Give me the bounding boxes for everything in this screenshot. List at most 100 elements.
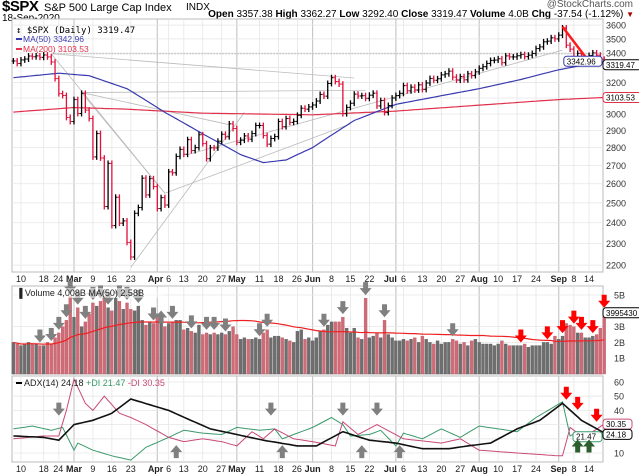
price-bar [117, 194, 122, 227]
volume-bar [345, 328, 349, 375]
price-bar [431, 75, 436, 84]
volume-bar [530, 345, 534, 375]
x-tick-label-bottom: 18 [273, 464, 283, 474]
price-bar [72, 96, 76, 125]
price-bar [367, 92, 372, 102]
volume-bar [231, 326, 235, 375]
volume-bar [447, 342, 451, 375]
price-bar [439, 71, 444, 82]
volume-bar [49, 343, 53, 375]
x-tick-label-bottom: Sep [550, 464, 567, 474]
price-bar [360, 92, 364, 99]
price-bar [450, 68, 455, 81]
x-tick-label-bottom: 26 [292, 464, 302, 474]
trendline [81, 92, 230, 126]
last-value-ma200: 3103.53 [606, 93, 635, 102]
volume-bar [485, 343, 489, 375]
gray-arrow-down-icon [200, 316, 213, 330]
price-bar [208, 144, 213, 162]
gray-arrow-down-icon-shape [60, 304, 73, 318]
volume-bar [598, 328, 603, 375]
price-bar [537, 43, 542, 52]
gray-arrow-up-icon-shape [276, 445, 289, 459]
volume-bar [140, 320, 144, 375]
price-bar [269, 135, 273, 148]
red-arrow-down-icon [598, 294, 611, 308]
price-bar [185, 136, 190, 158]
gray-arrow-down-icon [253, 323, 266, 337]
gray-arrow-down-icon-shape [317, 313, 330, 327]
volume-bar [363, 298, 368, 375]
x-tick-label-top: Mar [66, 274, 83, 284]
price-bar [272, 133, 277, 142]
price-bar [545, 38, 550, 45]
gray-arrow-up-icon [355, 445, 368, 459]
gray-arrow-down-icon-shape [264, 402, 277, 416]
volume-bar [443, 342, 447, 375]
volume-bar [511, 345, 515, 375]
adx-panel [11, 375, 604, 463]
volume-bar [386, 334, 390, 375]
volume-bar [197, 324, 201, 375]
price-bar [413, 84, 417, 93]
last-value-adx: 24.18 [606, 430, 627, 439]
volume-bar [367, 337, 372, 375]
volume-bar [174, 320, 178, 375]
price-axis-label: 2400 [606, 218, 626, 228]
volume-bar [379, 337, 383, 375]
low-label: Low [339, 9, 360, 20]
volume-bar [466, 345, 470, 375]
price-axis-label: 2500 [606, 198, 626, 208]
x-tick-label-top: 8 [571, 274, 576, 284]
price-bar [462, 73, 466, 83]
volume-bar [382, 320, 387, 375]
price-panel [11, 18, 604, 273]
price-bar [83, 90, 88, 114]
price-bar [303, 105, 307, 113]
volume-bar [246, 339, 250, 375]
price-axis-label: 3600 [606, 21, 626, 31]
price-bar [182, 146, 186, 158]
volume-bar [413, 337, 417, 375]
volume-bar [42, 345, 46, 375]
volume-label: Volume [470, 9, 506, 20]
volume-bar [454, 340, 459, 375]
x-tick-label-bottom: 27 [216, 464, 226, 474]
x-tick-label-bottom: 13 [417, 464, 427, 474]
x-tick-label-top: Jul [384, 274, 397, 284]
volume-axis-label: 2B [614, 338, 625, 348]
price-bar [390, 95, 394, 109]
red-arrow-down-icon [567, 310, 580, 324]
volume-bar [132, 310, 137, 375]
price-axis-label: 2300 [606, 239, 626, 249]
red-arrow-down-icon [556, 320, 569, 334]
last-value-ma200-box [602, 91, 639, 103]
price-bar [19, 57, 23, 67]
last-value-close-box [602, 59, 639, 71]
red-arrow-down-icon [571, 396, 584, 410]
volume-bar [371, 335, 375, 375]
price-bar [435, 75, 440, 84]
price-bar [488, 57, 493, 67]
price-bar [428, 75, 432, 86]
volume-bar [144, 324, 148, 375]
price-bar [147, 175, 152, 198]
price-bar [38, 52, 42, 61]
price-bar [30, 53, 35, 60]
red-arrow-down-icon [541, 326, 554, 340]
minus-di-line [13, 377, 605, 457]
volume-bar [564, 323, 568, 375]
price-bar [79, 90, 84, 117]
x-tick-label-top: Apr [148, 274, 164, 284]
volume-bar [106, 307, 110, 375]
red-arrow-down-icon [560, 386, 573, 400]
x-tick-label-bottom: 6 [166, 464, 171, 474]
gray-arrow-down-icon-shape [33, 329, 46, 343]
price-bar [98, 130, 103, 161]
volume-bar [208, 334, 212, 375]
volume-bar [216, 334, 220, 375]
price-bar [136, 204, 141, 217]
x-tick-label-top: 27 [455, 274, 465, 284]
volume-legend-bg [14, 288, 164, 298]
volume-bar [360, 339, 364, 375]
